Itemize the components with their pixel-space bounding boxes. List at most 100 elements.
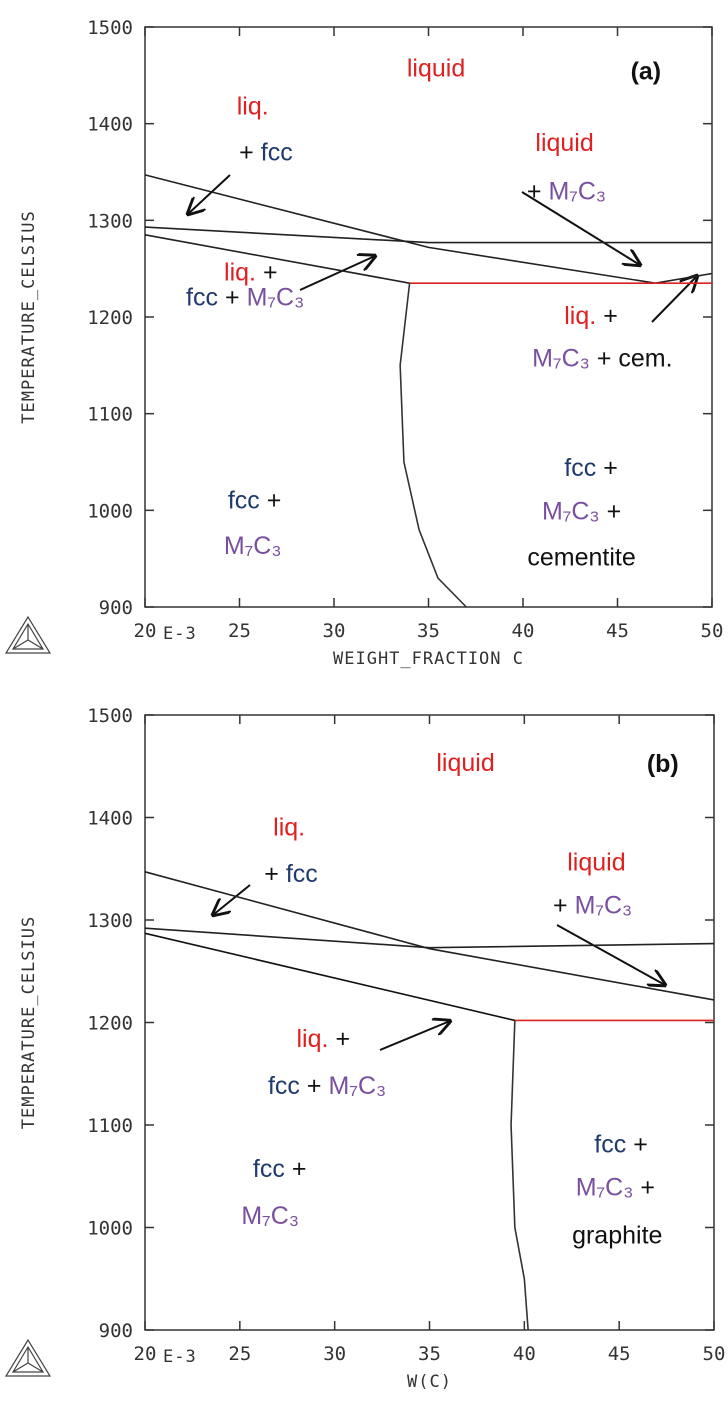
x-tick-label: 35 [417, 620, 440, 642]
x-axis-label: WEIGHT_FRACTION C [333, 649, 524, 669]
x-tick-label: 20 [134, 620, 157, 642]
annotation: + fcc [264, 860, 318, 888]
y-tick-label: 1000 [87, 1218, 133, 1240]
y-tick-label: 1500 [87, 17, 133, 39]
x-tick-label: 25 [228, 1343, 251, 1365]
x-tick-label: 25 [228, 620, 251, 642]
annotation-part: (b) [647, 750, 679, 778]
annotation: fcc + [228, 487, 282, 515]
annotation-part: + [307, 1072, 322, 1100]
arrow [299, 256, 375, 291]
annotation: fcc + [253, 1155, 307, 1183]
annotation-part: fcc [268, 1072, 300, 1100]
annotation: liq. + [224, 259, 278, 287]
x-scale-label: E-3 [163, 624, 197, 644]
annotation-part: (a) [631, 58, 662, 86]
annotation-part: + [335, 1025, 350, 1053]
annotation: liq. [237, 92, 269, 120]
annotation-part: + cem. [597, 345, 673, 373]
annotation-part: M₇C₃ [329, 1072, 387, 1100]
y-tick-label: 1000 [87, 500, 133, 522]
plot-frame [144, 26, 713, 608]
annotation-part: M₇C₃ [241, 1202, 299, 1230]
annotation-part: liquid [535, 129, 593, 157]
annotation-part: + [263, 259, 278, 287]
annotation-part: + [640, 1174, 655, 1202]
annotation: fcc + [564, 454, 618, 482]
annotation: M₇C₃ [241, 1202, 299, 1230]
annotation: fcc + M₇C₃ [268, 1072, 386, 1100]
annotation-part: liq. [237, 92, 269, 120]
phase-boundary [144, 234, 410, 284]
arrow [521, 191, 640, 265]
annotation-part: + [633, 1130, 648, 1158]
phase-boundary [144, 927, 715, 949]
x-tick-label: 40 [513, 1343, 536, 1365]
annotation: liquid [535, 129, 593, 157]
arrows [188, 174, 697, 1051]
annotation-part: M₇C₃ [532, 345, 590, 373]
annotation: M₇C₃ + [542, 497, 621, 525]
annotation-part: + [292, 1155, 307, 1183]
annotation-part: M₇C₃ [542, 497, 600, 525]
annotation-part: liquid [407, 55, 465, 83]
annotation-part: M₇C₃ [224, 532, 282, 560]
annotation: liq. [273, 814, 305, 842]
annotation-part: graphite [572, 1222, 662, 1250]
annotation-part: + [603, 454, 618, 482]
arrow [379, 1021, 450, 1051]
annotation-part: M₇C₃ [576, 1174, 634, 1202]
annotation-part: + [607, 497, 622, 525]
x-tick-label: 50 [701, 620, 724, 642]
annotation: (a) [631, 58, 662, 86]
phase-boundary [510, 1020, 529, 1331]
annotation-part: liq. [224, 259, 256, 287]
annotation-part: + [225, 284, 240, 312]
annotation: cementite [527, 544, 635, 572]
annotation-part: + [527, 177, 542, 205]
annotation-part: + [553, 892, 568, 920]
annotation-part: + [264, 860, 279, 888]
arrow [188, 174, 231, 214]
x-tick-label: 30 [323, 620, 346, 642]
x-tick-label: 30 [323, 1343, 346, 1365]
y-tick-label: 1300 [87, 210, 133, 232]
annotation: + fcc [239, 139, 293, 167]
x-tick-label: 45 [608, 1343, 631, 1365]
annotation-part: fcc [261, 139, 293, 167]
annotation-part: liq. [296, 1025, 328, 1053]
annotation-part: liq. [273, 814, 305, 842]
x-tick-label: 35 [418, 1343, 441, 1365]
x-scale-label: E-3 [163, 1347, 197, 1367]
phase-boundary [144, 174, 713, 284]
logo-triangle [4, 615, 52, 654]
y-tick-label: 1400 [87, 114, 133, 136]
logo-triangle [4, 1338, 52, 1377]
annotation: M₇C₃ [224, 532, 282, 560]
annotation: + M₇C₃ [553, 892, 632, 920]
logo [4, 615, 52, 1377]
annotation-part: + [267, 487, 282, 515]
arrow [556, 924, 665, 985]
annotation: M₇C₃ + cem. [532, 345, 672, 373]
annotation-part: fcc [228, 487, 260, 515]
annotation: liquid [407, 55, 465, 83]
annotation: liquid [436, 749, 494, 777]
y-tick-label: 1300 [87, 910, 133, 932]
annotation-part: cementite [527, 544, 635, 572]
annotation: fcc + M₇C₃ [186, 284, 304, 312]
annotation: graphite [572, 1222, 662, 1250]
annotation-part: liquid [436, 749, 494, 777]
panel: 20 25 30 35 40 45 50 900 1000 1100 1200 1300 1400 150… [19, 17, 723, 669]
x-tick-label: 40 [512, 620, 535, 642]
y-tick-label: 900 [99, 1320, 133, 1342]
y-tick-label: 1100 [87, 404, 133, 426]
annotation: M₇C₃ + [576, 1174, 655, 1202]
x-tick-label: 45 [606, 620, 629, 642]
panel: 20 25 30 35 40 45 50 900 1000 1100 1200 1300 1400 150… [19, 705, 725, 1392]
annotation-part: M₇C₃ [548, 177, 606, 205]
y-tick-label: 1200 [87, 1013, 133, 1035]
annotation-part: fcc [594, 1130, 626, 1158]
annotation: (b) [647, 750, 679, 778]
